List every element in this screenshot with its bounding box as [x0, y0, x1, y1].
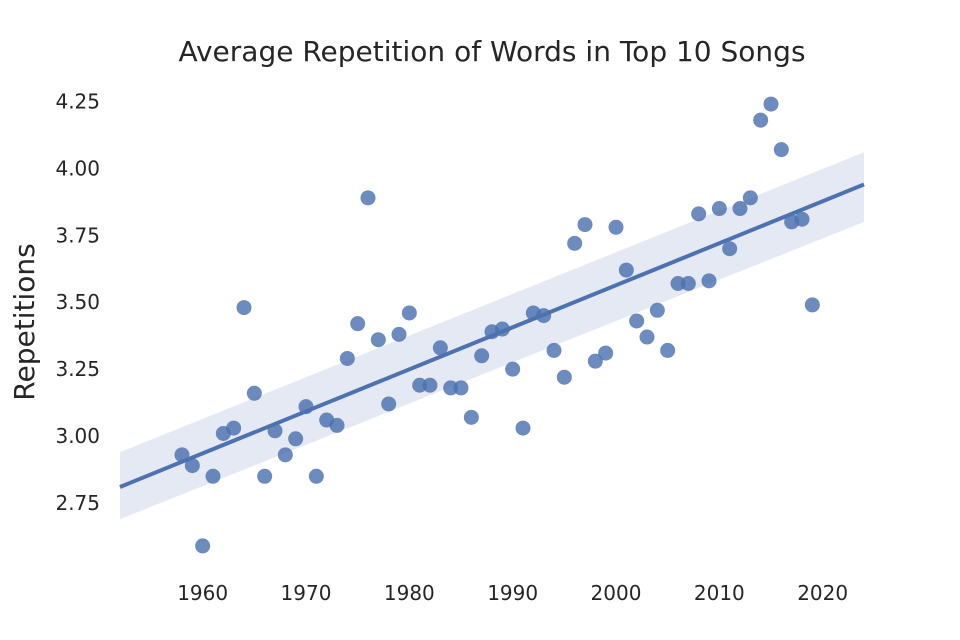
x-tick-label: 2000	[591, 581, 642, 605]
data-point	[195, 538, 211, 554]
data-point	[701, 273, 717, 289]
data-point	[412, 377, 428, 393]
data-point	[608, 219, 624, 235]
data-point	[680, 275, 696, 291]
data-point	[288, 431, 304, 447]
data-point	[505, 361, 521, 377]
regression-line	[119, 182, 865, 489]
data-point	[350, 316, 366, 332]
data-point	[381, 396, 397, 412]
data-point	[556, 369, 572, 385]
data-point	[370, 332, 386, 348]
data-point	[794, 211, 810, 227]
x-tick-label: 1960	[177, 581, 228, 605]
y-tick-label: 4.25	[55, 89, 100, 113]
y-tick-label: 3.50	[55, 290, 100, 314]
data-point	[577, 217, 593, 233]
data-point	[804, 297, 820, 313]
data-point	[422, 377, 438, 393]
data-point	[598, 345, 614, 361]
data-point	[277, 447, 293, 463]
data-point	[587, 353, 603, 369]
data-point	[618, 262, 634, 278]
y-axis-ticks: 2.75 3.00 3.25 3.50 3.75 4.00 4.25	[55, 89, 100, 515]
data-point	[639, 329, 655, 345]
y-tick-label: 3.00	[55, 424, 100, 448]
data-point	[629, 313, 645, 329]
x-tick-label: 1970	[281, 581, 332, 605]
data-point	[226, 420, 242, 436]
data-point	[257, 468, 273, 484]
y-tick-label: 3.75	[55, 223, 100, 247]
x-tick-label: 2010	[694, 581, 745, 605]
data-point	[474, 348, 490, 364]
data-point	[339, 350, 355, 366]
x-tick-label: 2020	[797, 581, 848, 605]
data-point	[546, 342, 562, 358]
x-tick-label: 1980	[384, 581, 435, 605]
y-tick-label: 2.75	[55, 491, 100, 515]
data-point	[184, 458, 200, 474]
data-point	[742, 190, 758, 206]
data-point	[753, 112, 769, 128]
data-point	[432, 340, 448, 356]
data-point	[205, 468, 221, 484]
data-point	[773, 142, 789, 158]
data-point	[236, 300, 252, 316]
data-point	[463, 409, 479, 425]
data-point	[660, 342, 676, 358]
data-point	[308, 468, 324, 484]
data-point	[691, 206, 707, 222]
data-point	[391, 326, 407, 342]
data-point	[649, 302, 665, 318]
data-point	[360, 190, 376, 206]
data-point	[670, 275, 686, 291]
data-point	[453, 380, 469, 396]
data-points	[174, 96, 820, 554]
x-axis-ticks: 1960 1970 1980 1990 2000 2010 2020	[177, 581, 848, 605]
data-point	[443, 380, 459, 396]
x-tick-label: 1990	[487, 581, 538, 605]
y-tick-label: 4.00	[55, 156, 100, 180]
data-point	[711, 201, 727, 217]
data-point	[401, 305, 417, 321]
data-point	[246, 385, 262, 401]
data-point	[763, 96, 779, 112]
chart-title: Average Repetition of Words in Top 10 So…	[178, 35, 805, 68]
y-axis-label: Repetitions	[8, 243, 41, 400]
data-point	[329, 417, 345, 433]
data-point	[515, 420, 531, 436]
y-tick-label: 3.25	[55, 357, 100, 381]
data-point	[722, 241, 738, 257]
data-point	[567, 235, 583, 251]
data-point	[732, 201, 748, 217]
